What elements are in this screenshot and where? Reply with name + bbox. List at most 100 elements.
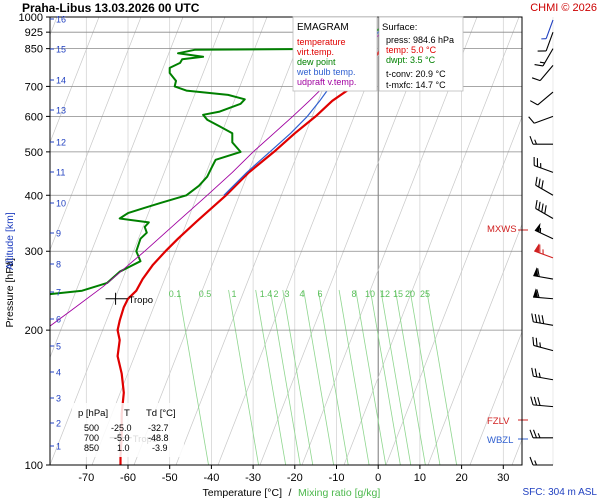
table-row-850-t: 1.0 — [117, 443, 130, 453]
legend-item-wet-bulb: wet bulb temp. — [296, 67, 356, 77]
altitude-tick-label: 7 — [56, 288, 61, 298]
sounding-table: p [hPa] T Td [°C] 500 -25.0 -32.7 700 -5… — [72, 403, 184, 457]
altitude-tick-label: 6 — [56, 315, 61, 325]
wind-barbs — [528, 17, 554, 466]
mixing-ratio-line — [355, 289, 387, 465]
legend-title: EMAGRAM — [297, 22, 349, 33]
pressure-tick-label: 500 — [25, 147, 43, 159]
sfc-label: SFC: 304 m ASL — [523, 487, 598, 498]
wind-barb — [531, 313, 554, 326]
dry-adiabat-line — [301, 17, 478, 465]
legend-item-temperature: temperature — [297, 37, 346, 47]
copyright-text: CHMI © 2026 — [530, 2, 597, 14]
altitude-tick-label: 8 — [56, 260, 61, 270]
altitude-tick-label: 13 — [56, 106, 66, 116]
fzlv-label: FZLV — [487, 416, 510, 427]
table-row-850-p: 850 — [84, 443, 99, 453]
dry-adiabat-line — [217, 17, 394, 465]
altitude-tick-label: 15 — [56, 45, 66, 55]
table-row-700-td: -48.8 — [148, 433, 169, 443]
mixing-ratio-line — [228, 289, 259, 465]
x-tick-label: -50 — [162, 472, 178, 484]
legend-item-dew-point: dew point — [297, 57, 336, 67]
table-row-500-t: -25.0 — [111, 423, 132, 433]
wind-barb — [531, 64, 554, 82]
pressure-tick-label: 700 — [25, 81, 43, 93]
mixing-ratio-label: 20 — [405, 289, 415, 299]
altitude-tick-label: 2 — [56, 419, 61, 429]
x-tick-label: -10 — [329, 472, 345, 484]
x-tick-label: -40 — [203, 472, 219, 484]
x-axis-title: Temperature [°C] — [203, 487, 283, 499]
legend-item-virt-temp: virt.temp. — [297, 47, 334, 57]
mixing-ratio-line — [380, 289, 412, 465]
mixing-ratio-label: 6 — [317, 289, 322, 299]
dry-adiabat-line — [50, 17, 142, 251]
wind-barb — [531, 367, 554, 381]
altitude-tick-label: 10 — [56, 199, 66, 209]
mixing-ratio-line — [255, 289, 287, 465]
pressure-tick-label: 200 — [25, 325, 43, 337]
x-axis-separator: / — [289, 487, 292, 499]
wind-barb — [535, 199, 554, 219]
wind-barb — [541, 19, 554, 40]
x-tick-label: 20 — [455, 472, 467, 484]
pressure-tick-label: 925 — [25, 27, 43, 39]
altitude-tick-label: 3 — [56, 394, 61, 404]
x-tick-label: -60 — [120, 472, 136, 484]
x-tick-label: -20 — [287, 472, 303, 484]
dry-adiabat-line — [385, 115, 522, 465]
dry-adiabat-line — [50, 17, 100, 144]
altitude-tick-label: 12 — [56, 138, 66, 148]
dry-adiabat-line — [427, 223, 522, 465]
table-header-td: Td [°C] — [146, 408, 176, 419]
mixing-ratio-label: 1.4 — [260, 289, 273, 299]
axis-titles: Temperature [°C] / Mixing ratio [g/kg] P… — [4, 212, 380, 499]
mixing-ratio-lines — [178, 289, 458, 465]
dry-adiabat-line — [91, 17, 268, 465]
mixing-ratio-line — [317, 289, 349, 465]
wind-barb — [537, 31, 554, 52]
pressure-tick-label: 400 — [25, 190, 43, 202]
table-row-500-p: 500 — [84, 423, 99, 433]
pressure-tick-label: 1000 — [19, 12, 43, 24]
mixing-ratio-line — [338, 289, 370, 465]
mixing-ratio-line — [369, 289, 401, 465]
surface-dwpt: dwpt: 3.5 °C — [386, 55, 436, 65]
pressure-tick-label: 850 — [25, 44, 43, 56]
dry-adiabat-line — [175, 17, 352, 465]
altitude-tick-label: 4 — [56, 368, 61, 378]
dry-adiabat-line — [50, 17, 184, 359]
x-tick-label: -30 — [245, 472, 261, 484]
mixing-ratio-line — [409, 289, 441, 465]
altitude-tick-label: 5 — [56, 342, 61, 352]
table-row-700-p: 700 — [84, 433, 99, 443]
table-row-850-td: -3.9 — [152, 443, 168, 453]
mixing-ratio-label: 15 — [393, 289, 403, 299]
surface-tmxfc: t-mxfc: 14.7 °C — [386, 80, 446, 90]
table-header-t: T — [124, 408, 130, 419]
mixing-ratio-label: 0.5 — [199, 289, 212, 299]
x-tick-label: -70 — [78, 472, 94, 484]
wind-barb — [528, 115, 554, 124]
x-tick-label: 0 — [375, 472, 381, 484]
legend-item-updraft: udpraft v.temp. — [297, 77, 356, 87]
wbzl-label: WBZL — [487, 435, 513, 446]
surface-press: press: 984.6 hPa — [386, 35, 454, 45]
mixing-ratio-line — [282, 289, 314, 465]
mixing-ratio-line — [426, 289, 458, 465]
mixing-ratio-label: 4 — [299, 289, 304, 299]
y-axis-title-2: Altitude [km] — [4, 212, 16, 270]
altitude-tick-label: 16 — [56, 15, 66, 25]
mixing-ratio-label: 3 — [284, 289, 289, 299]
wind-barb — [533, 288, 554, 300]
surface-temp: temp: 5.0 °C — [386, 45, 437, 55]
wind-barb — [529, 136, 553, 145]
mixing-ratio-label: 10 — [365, 289, 375, 299]
pressure-tick-label: 100 — [25, 460, 43, 472]
wind-barb — [534, 243, 554, 259]
wind-barb — [529, 91, 554, 106]
plot-frame — [49, 16, 523, 466]
mixing-ratio-line — [178, 289, 209, 465]
